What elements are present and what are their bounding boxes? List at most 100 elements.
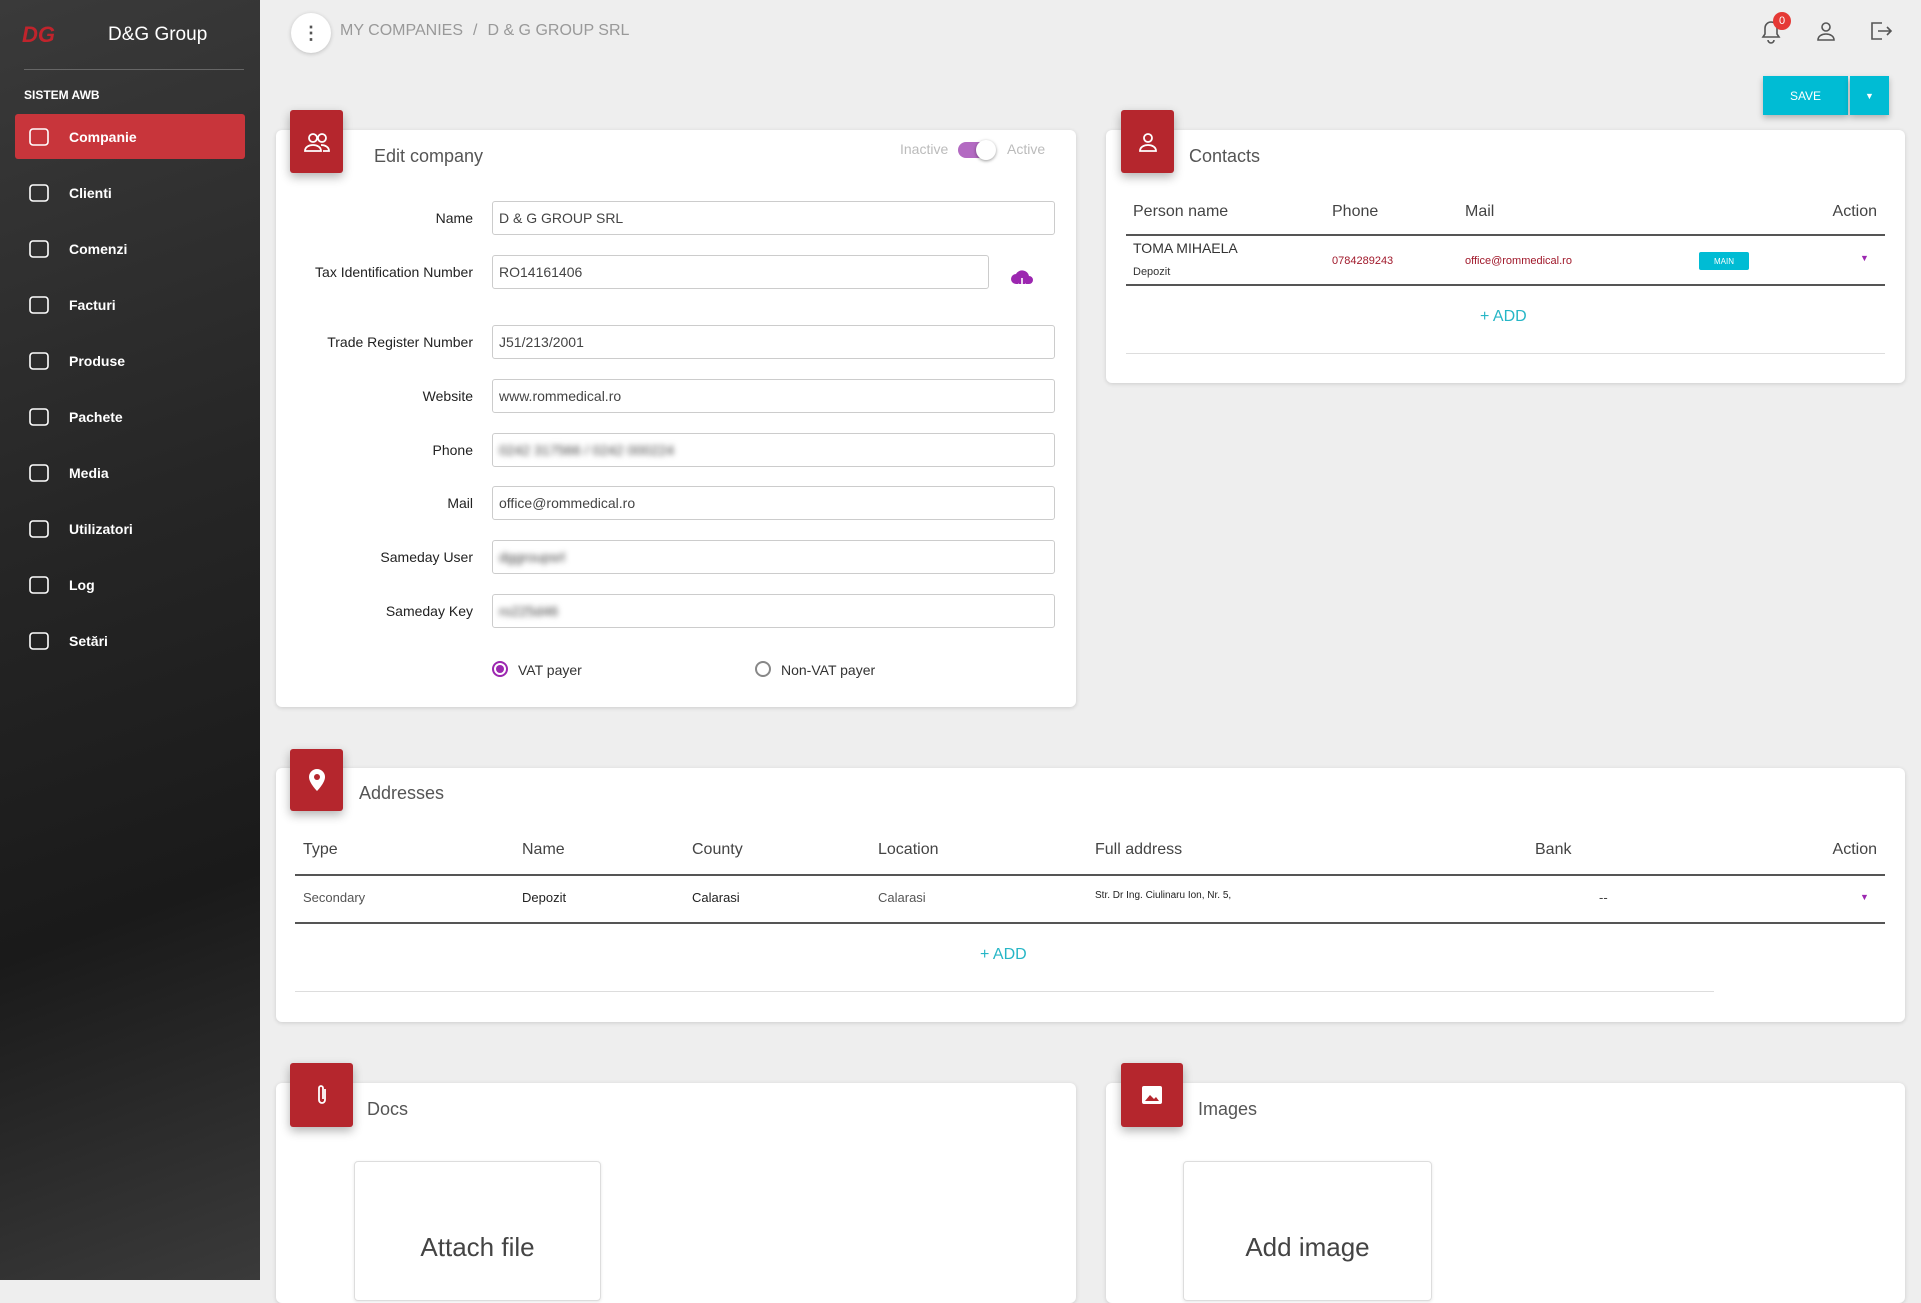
menu-label: Produse <box>69 352 126 369</box>
text-input[interactable]: J51/213/2001 <box>492 325 1055 359</box>
add-label: ADD <box>1492 308 1527 325</box>
contact-role: Depozit <box>1133 266 1171 278</box>
column-header: Action <box>1832 841 1877 858</box>
crumb[interactable]: MY COMPANIES <box>340 22 463 39</box>
add-address[interactable]: + ADD <box>980 946 1027 963</box>
field-label: Name <box>435 210 473 226</box>
brand: D&G Group <box>108 24 208 45</box>
action-caret[interactable]: ▼ <box>1860 253 1869 263</box>
addresses-card <box>276 768 1905 1022</box>
images-card <box>1106 1083 1905 1303</box>
text-input[interactable]: office@rommedical.ro <box>492 486 1055 520</box>
input-value: office@rommedical.ro <box>499 495 636 511</box>
menu-item[interactable]: Produse <box>15 338 245 383</box>
text-input[interactable]: ro225d46 <box>492 594 1055 628</box>
add-label: ADD <box>992 946 1027 963</box>
radio-dot <box>496 665 504 673</box>
column-header: Mail <box>1465 203 1495 220</box>
menu-item[interactable]: Setări <box>15 618 245 663</box>
add-image-button[interactable]: Add image <box>1183 1161 1432 1301</box>
column-header: Person name <box>1133 203 1229 220</box>
address-cell: Secondary <box>303 890 366 905</box>
column-header: Name <box>522 841 565 858</box>
bottom-line <box>295 991 1714 992</box>
save-dropdown[interactable]: ▼ <box>1850 76 1889 115</box>
menu-icon <box>29 351 49 370</box>
input-value: J51/213/2001 <box>499 334 584 350</box>
menu-label: Companie <box>69 128 137 145</box>
input-value: D & G GROUP SRL <box>499 210 624 226</box>
input-value: RO14161406 <box>499 264 583 280</box>
field-label: Tax Identification Number <box>315 264 473 280</box>
menu-icon <box>29 575 49 594</box>
menu-icon <box>29 631 49 650</box>
save-button[interactable]: SAVE <box>1763 76 1848 115</box>
menu-label: Setări <box>69 632 108 649</box>
radio[interactable] <box>492 661 508 677</box>
menu-item[interactable]: Utilizatori <box>15 506 245 551</box>
card-icon <box>1121 1063 1183 1127</box>
bottom-line <box>1126 353 1885 354</box>
input-value: 0242 317566 / 0242 000224 <box>499 442 675 458</box>
menu-icon <box>29 239 49 258</box>
card-icon <box>290 749 343 811</box>
header-line <box>295 874 1885 876</box>
menu-label: Pachete <box>69 408 123 425</box>
contact-mail: office@rommedical.ro <box>1465 255 1572 267</box>
menu-label: Comenzi <box>69 240 128 257</box>
logout-icon[interactable] <box>1868 19 1894 43</box>
menu-item[interactable]: Pachete <box>15 394 245 439</box>
menu-item[interactable]: Comenzi <box>15 226 245 271</box>
address-cell: Str. Dr Ing. Ciulinaru Ion, Nr. 5, <box>1095 890 1232 901</box>
toggle-knob <box>976 140 996 160</box>
menu-item[interactable]: Facturi <box>15 282 245 327</box>
attach-file-button[interactable]: Attach file <box>354 1161 601 1301</box>
card-icon <box>1121 110 1174 173</box>
text-input[interactable]: RO14161406 <box>492 255 989 289</box>
menu-label: Utilizatori <box>69 520 133 537</box>
user-icon[interactable] <box>1814 19 1838 43</box>
field-label: Mail <box>447 495 473 511</box>
text-input[interactable]: www.rommedical.ro <box>492 379 1055 413</box>
toggle-off-label: Inactive <box>900 141 949 157</box>
menu-label: Media <box>69 464 109 481</box>
text-input[interactable]: D & G GROUP SRL <box>492 201 1055 235</box>
edit-company-card <box>276 130 1076 707</box>
text-input[interactable]: 0242 317566 / 0242 000224 <box>492 433 1055 467</box>
card-title: Addresses <box>359 783 445 803</box>
radio-label[interactable]: Non-VAT payer <box>781 662 876 678</box>
action-caret[interactable]: ▼ <box>1860 892 1869 902</box>
menu-icon <box>29 519 49 538</box>
card-icon <box>290 110 343 173</box>
menu-item[interactable]: Clienti <box>15 170 245 215</box>
radio[interactable] <box>755 661 771 677</box>
crumb: D & G GROUP SRL <box>487 22 630 39</box>
column-header: Type <box>303 841 338 858</box>
menu-item[interactable]: Log <box>15 562 245 607</box>
divider <box>24 69 244 70</box>
text-input[interactable]: dggroupsrl <box>492 540 1055 574</box>
download-icon[interactable] <box>1009 266 1035 292</box>
input-value: dggroupsrl <box>499 549 566 565</box>
card-title: Images <box>1198 1099 1258 1119</box>
toggle-on-label: Active <box>1007 141 1046 157</box>
separator: / <box>472 22 478 39</box>
menu-label: Clienti <box>69 184 112 201</box>
main-badge: MAIN <box>1699 252 1749 270</box>
status-toggle[interactable] <box>958 140 996 160</box>
add-contact[interactable]: + ADD <box>1480 308 1527 325</box>
menu-icon <box>29 295 49 314</box>
sidebar: DG D&G Group SISTEM AWB Companie Clienti C… <box>0 0 260 1280</box>
menu-item[interactable]: Media <box>15 450 245 495</box>
menu-item[interactable]: Companie <box>15 114 245 159</box>
input-value: ro225d46 <box>499 603 559 619</box>
radio-label[interactable]: VAT payer <box>518 662 582 678</box>
menu-button[interactable]: ⋮ <box>291 13 331 53</box>
row-line <box>1126 284 1885 286</box>
header-line <box>1126 234 1885 236</box>
card-title: Contacts <box>1189 146 1261 166</box>
address-cell: Calarasi <box>878 890 926 905</box>
menu-icon <box>29 407 49 426</box>
